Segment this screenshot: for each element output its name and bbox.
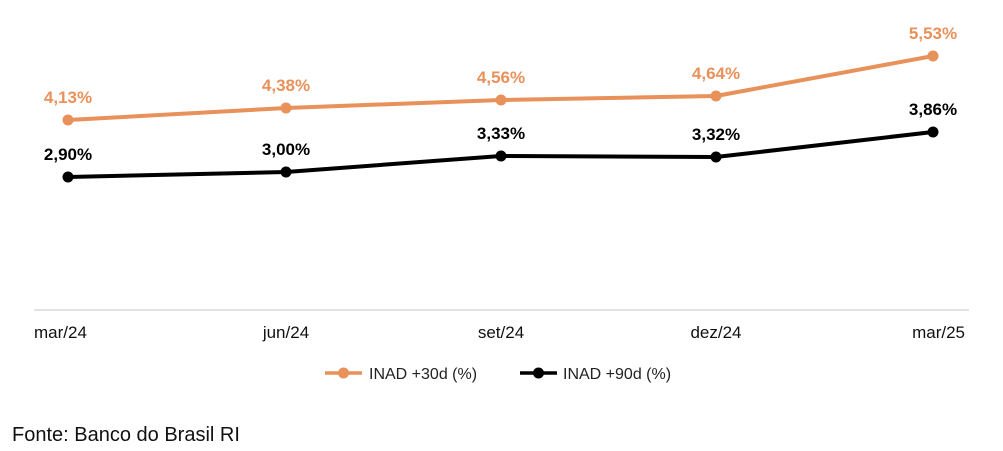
legend: INAD +30d (%) INAD +90d (%)	[325, 366, 671, 383]
source-note: Fonte: Banco do Brasil RI	[12, 424, 240, 446]
data-point	[62, 114, 74, 126]
data-point	[280, 102, 292, 114]
data-point	[710, 151, 722, 163]
x-tick-label: dez/24	[690, 323, 741, 342]
series-line	[67, 54, 934, 122]
data-label: 4,13%	[44, 88, 92, 107]
data-point	[62, 171, 74, 183]
data-label: 5,53%	[909, 24, 957, 43]
legend-label: INAD +30d (%)	[369, 366, 477, 383]
legend-label: INAD +90d (%)	[563, 366, 671, 383]
x-tick-label: set/24	[478, 323, 524, 342]
legend-marker	[533, 367, 544, 379]
data-point	[927, 50, 939, 62]
data-label: 4,56%	[477, 68, 525, 87]
data-point	[280, 166, 292, 178]
data-label: 4,64%	[692, 64, 740, 83]
data-label: 2,90%	[44, 145, 92, 164]
data-point	[495, 94, 507, 106]
data-point	[927, 126, 939, 138]
legend-marker	[338, 367, 349, 379]
x-tick-label: jun/24	[262, 323, 309, 342]
x-axis-ticks: mar/24 jun/24 set/24 dez/24 mar/25	[34, 323, 965, 342]
data-point	[710, 90, 722, 102]
series-group: 4,13% 4,38% 4,56% 4,64% 5,53% 2,90% 3,00% 3,33%…	[44, 24, 957, 183]
data-point	[495, 150, 507, 162]
x-tick-label: mar/25	[912, 323, 965, 342]
x-tick-label: mar/24	[34, 323, 87, 342]
data-label: 3,00%	[262, 140, 310, 159]
data-label: 3,86%	[909, 100, 957, 119]
data-label: 3,33%	[477, 124, 525, 143]
data-label: 3,32%	[692, 125, 740, 144]
data-label: 4,38%	[262, 76, 310, 95]
